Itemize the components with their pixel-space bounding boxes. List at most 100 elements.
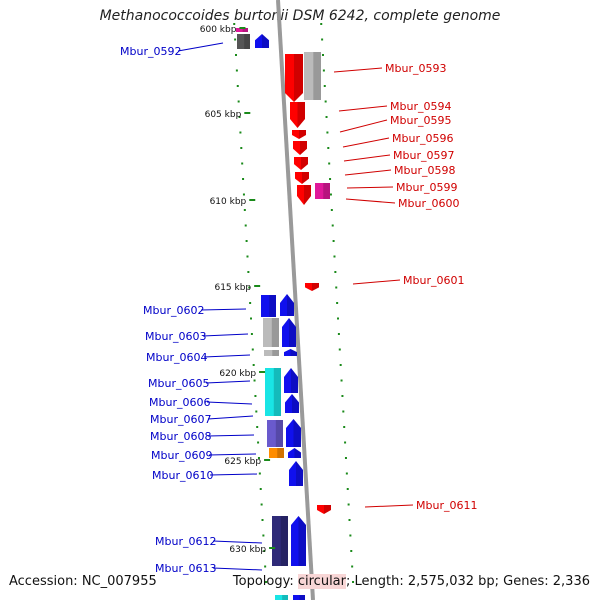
feature-mbur-0602a-shade — [269, 295, 276, 317]
feature-mbur-0597 — [294, 157, 308, 170]
feature-mbur-0604a-shade — [272, 350, 279, 356]
feature-mbur-0607 — [286, 419, 301, 447]
feature-gray-0593-shade — [313, 52, 321, 100]
gene-features — [236, 28, 331, 600]
feature-mbur-0608-shade — [275, 420, 283, 447]
feature-mbur-0612 — [272, 516, 288, 566]
feature-mbur-0612b — [291, 516, 306, 566]
feature-mbur-0612b-shade — [298, 516, 306, 566]
leader-mbur_0595 — [339, 119, 388, 133]
leader-mbur_0600 — [345, 198, 396, 204]
feature-mbur-0604b-shade — [290, 349, 297, 356]
feature-mbur-0601-shade — [312, 283, 319, 291]
feature-mbur-0592-shade — [244, 34, 250, 49]
feature-mbur-0593 — [285, 54, 303, 102]
feature-mbur-0599a-shade — [304, 185, 311, 205]
feature-gray-0593 — [304, 52, 321, 100]
scale-label: 605 kbp — [205, 110, 242, 120]
feature-mbur-0594-shade — [297, 102, 305, 128]
scale-label: 620 kbp — [219, 369, 256, 379]
feature-mbur-0612-shade — [280, 516, 288, 566]
feature-mbur-0599a — [297, 185, 311, 205]
feature-blue-top — [255, 34, 269, 48]
scale-label: 600 kbp — [200, 25, 237, 35]
feature-mbur-0609-shade — [277, 448, 284, 458]
scale-label: 625 kbp — [224, 457, 261, 467]
gene-label-mbur_0607: Mbur_0607 — [150, 413, 211, 426]
feature-mbur-0597-shade — [301, 157, 308, 170]
accession-text: Accession: NC_007955 — [9, 574, 157, 589]
summary-suffix: ; Length: 2,575,032 bp; Genes: 2,336 — [346, 574, 590, 589]
leader-mbur_0602 — [200, 308, 247, 311]
leader-mbur_0608 — [207, 434, 255, 437]
leader-mbur_0605 — [205, 380, 251, 384]
scale-label: 615 kbp — [214, 283, 251, 293]
feature-mbur-0611 — [317, 505, 331, 514]
feature-mbur-0596 — [293, 141, 307, 155]
leader-mbur_0592 — [177, 42, 224, 52]
gene-label-mbur_0611: Mbur_0611 — [416, 499, 477, 512]
gene-label-mbur_0600: Mbur_0600 — [398, 197, 459, 210]
gene-label-mbur_0598: Mbur_0598 — [394, 164, 455, 177]
gene-label-mbur_0602: Mbur_0602 — [143, 304, 204, 317]
scale-labels: 600 kbp 605 kbp 610 kbp 615 kbp 620 kbp 625 k… — [200, 25, 276, 555]
leader-mbur_0594 — [338, 105, 388, 112]
feature-mbur-0602b — [280, 294, 294, 316]
gene-label-mbur_0608: Mbur_0608 — [150, 430, 211, 443]
gene-label-mbur_0593: Mbur_0593 — [385, 62, 446, 75]
feature-mbur-0599b-shade — [323, 183, 330, 199]
feature-bottom-blue — [293, 595, 305, 600]
label-leaders — [177, 42, 414, 571]
scale-label: 630 kbp — [229, 545, 266, 555]
feature-mbur-0603b — [282, 318, 296, 347]
feature-mbur-0609b — [288, 448, 301, 458]
feature-mbur-0592 — [237, 34, 250, 49]
gene-label-mbur_0604: Mbur_0604 — [146, 351, 207, 364]
gene-label-mbur_0613: Mbur_0613 — [155, 562, 216, 575]
feature-mbur-0610-shade — [296, 461, 303, 486]
feature-mbur-0610 — [289, 461, 303, 486]
leader-mbur_0610 — [209, 473, 258, 476]
leader-mbur_0597 — [343, 154, 391, 162]
gene-label-mbur_0610: Mbur_0610 — [152, 469, 213, 482]
gene-label-mbur_0606: Mbur_0606 — [149, 396, 210, 409]
gene-labels: Mbur_0592 Mbur_0602 Mbur_0603 Mbur_0604 Mbur… — [120, 45, 477, 575]
gene-label-mbur_0594: Mbur_0594 — [390, 100, 451, 113]
feature-mbur-0602a — [261, 295, 276, 317]
map-title: Methanococcoides burtonii DSM 6242, comp… — [99, 8, 501, 24]
gene-label-mbur_0595: Mbur_0595 — [390, 114, 451, 127]
gene-label-mbur_0605: Mbur_0605 — [148, 377, 209, 390]
feature-mbur-0611-shade — [324, 505, 331, 514]
feature-mbur-0596-shade — [300, 141, 307, 155]
feature-mbur-0595 — [292, 130, 306, 139]
leader-mbur_0613 — [212, 567, 263, 571]
feature-mbur-0605 — [265, 368, 281, 416]
gene-label-mbur_0599: Mbur_0599 — [396, 181, 457, 194]
feature-mbur-0603a-shade — [271, 318, 279, 347]
leader-mbur_0601 — [352, 279, 401, 285]
genome-summary-text: Topology: circular; Length: 2,575,032 bp… — [233, 574, 590, 589]
feature-mbur-0608 — [267, 420, 283, 447]
feature-mbur-0601 — [305, 283, 319, 291]
feature-mbur-0606 — [285, 394, 299, 413]
gene-label-mbur_0597: Mbur_0597 — [393, 149, 454, 162]
feature-mbur-0606-shade — [292, 394, 299, 413]
scale-label: 610 kbp — [210, 197, 247, 207]
feature-mbur-0605-shade — [273, 368, 281, 416]
feature-blue-top-shade — [262, 34, 269, 48]
gene-label-mbur_0596: Mbur_0596 — [392, 132, 453, 145]
gene-label-mbur_0603: Mbur_0603 — [145, 330, 206, 343]
feature-mbur-0605b — [284, 368, 298, 393]
leader-mbur_0609 — [208, 453, 257, 456]
leader-mbur_0611 — [364, 504, 414, 508]
feature-bottom-cyan-shade — [282, 595, 288, 600]
feature-mbur-0604b — [284, 349, 297, 356]
feature-bottom-blue-shade — [299, 595, 305, 600]
feature-mbur-0605b-shade — [291, 368, 298, 393]
genome-backbone — [276, 0, 315, 600]
leader-mbur_0596 — [342, 137, 390, 148]
gene-label-mbur_0601: Mbur_0601 — [403, 274, 464, 287]
leader-mbur_0612 — [212, 540, 263, 544]
leader-mbur_0593 — [333, 67, 383, 73]
